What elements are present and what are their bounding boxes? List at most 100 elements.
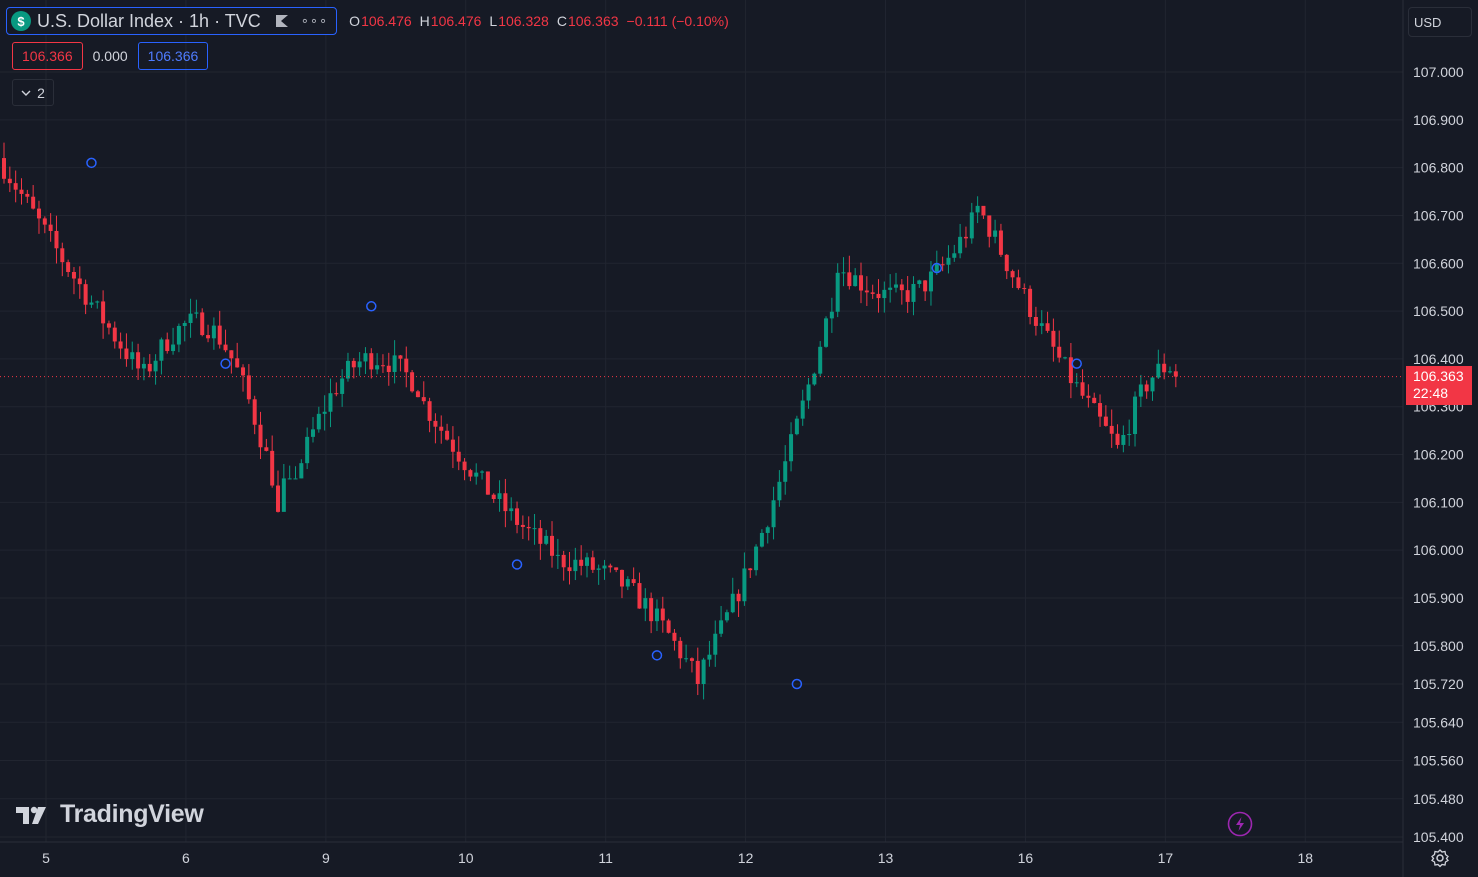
tradingview-logo[interactable]: TradingView (16, 800, 204, 829)
indicators-count: 2 (37, 84, 45, 101)
indicators-collapse-button[interactable]: 2 (12, 79, 54, 106)
candle-body (1127, 434, 1132, 436)
settings-gear-icon[interactable] (1430, 848, 1450, 868)
candle-body (952, 253, 957, 258)
candle-body (1022, 288, 1027, 290)
candle-body (911, 283, 916, 302)
last-price-badge: 106.363 22:48 (1406, 366, 1472, 405)
candle-body (299, 463, 304, 479)
candle-body (835, 272, 840, 312)
candle-body (777, 481, 782, 501)
price-tick-label: 105.640 (1413, 714, 1464, 730)
price-tick-label: 106.800 (1413, 160, 1464, 176)
candle-body (95, 301, 100, 303)
price-tick-label: 106.400 (1413, 351, 1464, 367)
event-marker[interactable] (1071, 358, 1082, 369)
dollar-icon: $ (11, 11, 31, 31)
candle-body (25, 193, 30, 197)
candle-body (71, 272, 76, 279)
event-marker[interactable] (931, 262, 943, 274)
candle-body (928, 271, 933, 292)
candle-body (281, 478, 286, 512)
lightning-icon[interactable] (1227, 811, 1253, 837)
candle-body (654, 608, 659, 622)
candle-body (643, 598, 648, 609)
candles-group (2, 142, 1178, 700)
candle-body (625, 579, 630, 587)
price-tick-label: 106.600 (1413, 255, 1464, 271)
markers-group (86, 157, 1082, 690)
candle-body (450, 439, 455, 452)
candle-body (305, 436, 310, 464)
symbol-selector[interactable]: $ U.S. Dollar Index · 1h · TVC ∘∘∘ (6, 7, 338, 35)
event-marker[interactable] (511, 559, 523, 570)
candle-body (590, 557, 595, 570)
candle-body (538, 528, 543, 544)
time-tick-label: 10 (458, 850, 474, 866)
candle-body (969, 212, 974, 239)
candle-body (439, 426, 444, 431)
candle-body (812, 373, 817, 385)
price-axis[interactable]: 107.000 106.900 106.800 106.700 106.600 106.5… (1413, 64, 1464, 845)
buy-price-button[interactable]: 106.366 (137, 42, 209, 70)
candle-body (1098, 403, 1103, 417)
time-tick-label: 13 (878, 850, 894, 866)
candle-body (211, 325, 216, 339)
price-tick-label: 106.200 (1413, 447, 1464, 463)
candle-body (54, 230, 59, 249)
candle-body (200, 312, 205, 336)
candle-body (701, 659, 706, 684)
candle-body (36, 208, 41, 219)
candle-body (888, 287, 893, 290)
candle-body (1010, 271, 1015, 278)
candle-body (1086, 395, 1091, 398)
high-value: 106.476 (430, 13, 482, 29)
time-tick-label: 16 (1018, 850, 1034, 866)
low-value: 106.328 (498, 13, 549, 29)
candle-body (165, 339, 170, 352)
price-tick-label: 105.480 (1413, 791, 1464, 807)
time-tick-label: 6 (182, 850, 190, 866)
candle-body (264, 447, 269, 451)
tradingview-wordmark: TradingView (60, 800, 204, 828)
sell-price-button[interactable]: 106.366 (12, 42, 83, 70)
event-marker[interactable] (86, 157, 97, 169)
candle-body (532, 528, 537, 530)
event-marker[interactable] (366, 301, 377, 312)
event-marker[interactable] (220, 358, 231, 369)
time-axis[interactable]: 5 6 9 10 11 12 13 16 17 18 (42, 850, 1313, 866)
candle-body (608, 565, 613, 568)
candle-body (380, 365, 385, 367)
price-tick-label: 107.000 (1413, 64, 1464, 80)
candle-body (223, 344, 228, 351)
close-label: C (556, 13, 567, 29)
currency-selector[interactable]: USD (1408, 7, 1472, 37)
candle-body (579, 559, 584, 566)
candle-body (899, 284, 904, 291)
price-tick-label: 105.560 (1413, 753, 1464, 769)
candle-body (678, 640, 683, 659)
spread-value: 0.000 (92, 48, 128, 64)
grid-lines (0, 0, 1403, 842)
candle-body (322, 411, 327, 414)
candle-body (112, 327, 117, 342)
candle-body (905, 290, 910, 302)
event-marker[interactable] (791, 678, 803, 690)
candle-body (1156, 363, 1161, 378)
time-tick-label: 9 (322, 850, 330, 866)
candle-body (89, 302, 94, 305)
price-tick-label: 106.700 (1413, 207, 1464, 223)
event-marker[interactable] (651, 650, 663, 661)
candle-body (217, 325, 222, 345)
candle-body (340, 378, 345, 394)
candle-body (118, 341, 123, 349)
candle-body (334, 393, 339, 395)
candle-body (206, 335, 211, 339)
price-tick-label: 105.900 (1413, 590, 1464, 606)
candle-body (573, 559, 578, 572)
flag-icon[interactable] (275, 14, 289, 28)
more-dots-icon[interactable]: ∘∘∘ (300, 13, 329, 28)
candle-body (859, 275, 864, 291)
candle-body (602, 565, 607, 569)
